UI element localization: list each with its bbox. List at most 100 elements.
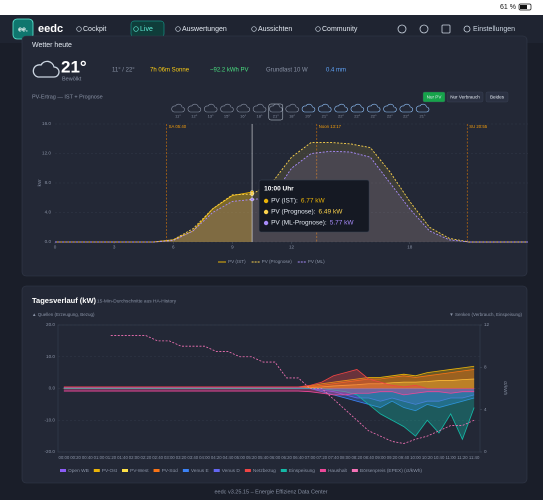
legend-label: PV-Süd xyxy=(162,468,179,474)
theme-button[interactable] xyxy=(397,24,407,34)
brand[interactable]: eedc xyxy=(38,23,63,35)
settings-icon xyxy=(463,25,471,33)
series-line xyxy=(63,388,475,441)
legend-label: Einspeisung xyxy=(289,468,315,474)
status-bar xyxy=(0,0,543,15)
x-tick-label: 03:40 xyxy=(187,455,198,460)
sunshine: 7h 06m Sonne xyxy=(150,68,190,74)
nav-item[interactable]: Aussichten xyxy=(258,26,292,33)
x-tick-label: 10:00 xyxy=(410,455,421,460)
y2-axis-label: ct/kWh xyxy=(503,381,508,395)
legend-label: PV (IST) xyxy=(228,259,246,264)
toggle-button[interactable] xyxy=(422,91,446,103)
tooltip-value: 6.77 kW xyxy=(301,198,326,205)
toggle-label: Nur PV xyxy=(427,95,443,100)
nav-item[interactable]: Auswertungen xyxy=(182,26,227,33)
legend-label: Börsenpreis (EPEX) (ct/kWh) xyxy=(360,468,423,474)
x-tick-label: 11:40 xyxy=(469,455,480,460)
y-tick-label: -20.0 xyxy=(45,449,56,454)
legend-swatch xyxy=(122,469,128,472)
y2-tick-label: 8 xyxy=(484,365,487,370)
min-max: 11° / 22° xyxy=(112,68,135,74)
x-tick-label: 07:20 xyxy=(316,455,327,460)
base-load: Grundlast 10 W xyxy=(266,68,308,74)
legend-swatch xyxy=(319,469,326,472)
calendar-button[interactable] xyxy=(441,24,451,34)
y-tick-label: 0.0 xyxy=(49,386,56,391)
tooltip-name: PV (Prognose): xyxy=(271,209,316,216)
legend-swatch xyxy=(213,469,220,472)
series-area xyxy=(63,387,475,405)
hour-temp: 22° xyxy=(387,114,393,119)
x-tick-label: 09:00 xyxy=(375,455,386,460)
y-tick-label: 8.0 xyxy=(45,180,52,185)
rain: 0.4 mm xyxy=(326,68,346,74)
weather-icon xyxy=(350,103,365,113)
x-tick-label: 03:00 xyxy=(164,455,175,460)
battery-text: 61 % xyxy=(500,4,516,11)
cloud-icon xyxy=(32,60,60,78)
toggle-label: Beides xyxy=(490,95,505,100)
series-area xyxy=(63,388,475,440)
series-line xyxy=(63,390,475,396)
x-tick-label: 07:40 xyxy=(328,455,339,460)
x-tick-label: 00:20 xyxy=(70,455,81,460)
series-area xyxy=(55,192,253,242)
legend-swatch xyxy=(280,469,287,472)
x-tick-label: 05:20 xyxy=(246,455,257,460)
x-tick-label: 09:20 xyxy=(387,455,398,460)
x-tick-label: 02:00 xyxy=(129,455,140,460)
toggle-button[interactable] xyxy=(485,91,509,103)
hour-temp: 18° xyxy=(289,114,295,119)
annotation-label: SU 20:55 xyxy=(469,124,488,129)
tooltip xyxy=(258,179,370,233)
y2-tick-label: 12 xyxy=(484,322,490,327)
x-tick-label: 08:20 xyxy=(352,455,363,460)
annotation-label: SA 05:40 xyxy=(169,124,187,129)
series-line xyxy=(63,387,475,405)
settings-menu[interactable]: Einstellungen xyxy=(473,26,515,33)
battery-level xyxy=(520,5,527,9)
legend-label: Haushalt xyxy=(328,468,348,474)
legend-label: Netzbezug xyxy=(253,468,276,474)
x-tick-label: 3 xyxy=(113,245,116,250)
x-tick-label: 0 xyxy=(54,245,57,250)
chart-title: PV-Ertrag — IST + Prognose xyxy=(32,94,103,100)
weather-icon xyxy=(220,103,234,113)
tooltip-name: PV (IST): xyxy=(271,198,298,205)
weather-icon xyxy=(334,103,348,113)
help-button[interactable] xyxy=(419,24,429,34)
nav-item[interactable]: Community xyxy=(322,26,358,33)
y2-tick-label: 0 xyxy=(484,449,487,454)
legend-label: PV-Ost xyxy=(102,468,118,474)
nav-item[interactable]: Live xyxy=(140,26,153,33)
x-tick-label: 04:40 xyxy=(223,455,234,460)
x-tick-label: 00:40 xyxy=(82,455,93,460)
hour-temp: 21° xyxy=(419,114,425,119)
nav-item[interactable]: Cockpit xyxy=(83,26,106,33)
y-tick-label: 10.0 xyxy=(46,354,55,359)
hour-temp: 20° xyxy=(305,114,311,119)
toggle-button[interactable] xyxy=(446,91,484,103)
x-tick-label: 05:40 xyxy=(258,455,269,460)
legend-swatch xyxy=(182,469,189,472)
hour-temp: 22° xyxy=(354,114,360,119)
legend-label: Venus E xyxy=(191,468,209,474)
legend-swatch xyxy=(153,469,160,472)
hour-temp: 22° xyxy=(403,114,409,119)
nav-icon xyxy=(315,26,321,32)
hour-temp: 13° xyxy=(208,114,214,119)
x-tick-label: 08:00 xyxy=(340,455,351,460)
y-tick-label: 12.0 xyxy=(42,151,51,156)
weather-icon xyxy=(301,103,316,113)
legend-label: PV (ML) xyxy=(308,259,325,264)
y-tick-label: -10.0 xyxy=(45,417,56,422)
x-tick-label: 18 xyxy=(407,245,413,250)
cursor-dot xyxy=(250,197,254,202)
cursor-dot xyxy=(250,192,254,196)
x-tick-label: 00:00 xyxy=(58,455,69,460)
weather-icon xyxy=(383,103,397,113)
hour-temp: 15° xyxy=(224,114,230,119)
weather-icon xyxy=(399,103,413,113)
